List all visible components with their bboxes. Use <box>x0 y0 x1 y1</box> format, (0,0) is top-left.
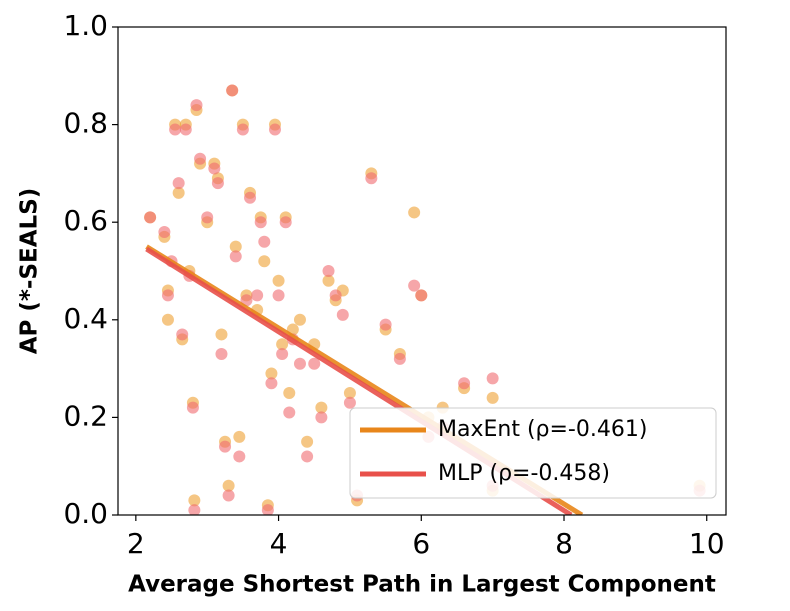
legend-label: MaxEnt (ρ=-0.461) <box>438 417 647 442</box>
point <box>393 352 406 365</box>
point <box>293 313 306 326</box>
point <box>244 191 257 204</box>
x-axis-label: Average Shortest Path in Largest Compone… <box>128 572 716 598</box>
point <box>265 367 278 380</box>
point <box>261 504 274 515</box>
point <box>308 357 321 370</box>
point <box>343 396 356 409</box>
point <box>283 406 296 419</box>
y-tick-label: 1.0 <box>63 9 108 42</box>
point <box>276 347 289 360</box>
point <box>215 347 228 360</box>
point <box>458 377 471 390</box>
point <box>415 289 428 302</box>
point <box>226 84 239 97</box>
point <box>293 357 306 370</box>
point <box>322 265 335 277</box>
x-tick-label: 8 <box>555 527 573 560</box>
point <box>408 279 421 292</box>
point <box>236 123 249 136</box>
point <box>233 450 246 463</box>
x-tick-label: 2 <box>127 527 145 560</box>
x-tick-label: 6 <box>412 527 430 560</box>
point <box>219 440 232 453</box>
y-tick-label: 0.8 <box>63 107 108 140</box>
point <box>279 216 292 229</box>
point <box>229 250 242 263</box>
point <box>322 274 335 287</box>
point <box>486 372 499 385</box>
point <box>201 211 214 224</box>
point <box>315 401 328 414</box>
point <box>258 255 271 268</box>
point <box>301 435 314 448</box>
point <box>329 289 342 302</box>
point <box>144 211 157 224</box>
point <box>301 450 314 463</box>
point <box>272 274 285 287</box>
point <box>265 377 278 390</box>
y-tick-label: 0.2 <box>63 399 108 432</box>
point <box>379 318 392 331</box>
legend-label: MLP (ρ=-0.458) <box>438 461 610 486</box>
point <box>211 177 224 190</box>
point <box>194 152 207 165</box>
y-tick-label: 0.6 <box>63 204 108 237</box>
y-tick-label: 0.0 <box>63 497 108 530</box>
point <box>208 162 221 175</box>
point <box>276 338 289 351</box>
point <box>272 289 285 302</box>
point <box>169 123 182 136</box>
point <box>336 308 349 321</box>
point <box>161 289 174 302</box>
point <box>186 401 199 414</box>
point <box>172 186 185 199</box>
point <box>365 172 378 185</box>
point <box>268 123 281 136</box>
point <box>179 123 192 136</box>
plot-frame <box>117 26 727 516</box>
point <box>486 391 499 404</box>
point <box>283 387 296 399</box>
y-tick-label: 0.4 <box>63 302 108 335</box>
point <box>240 294 253 307</box>
x-tick-label: 4 <box>270 527 288 560</box>
legend-box <box>349 407 717 499</box>
point <box>215 328 228 341</box>
point <box>315 411 328 424</box>
point <box>222 489 235 502</box>
point <box>158 225 171 238</box>
y-axis-label: AP (*-SEALS) <box>17 188 43 355</box>
point <box>229 240 242 253</box>
point <box>233 430 246 443</box>
point <box>188 494 201 507</box>
point <box>258 235 271 248</box>
point <box>161 313 174 326</box>
point <box>176 328 189 341</box>
point <box>408 206 421 219</box>
point <box>254 216 267 229</box>
point <box>251 289 264 302</box>
point <box>188 504 201 515</box>
point <box>343 387 356 399</box>
x-tick-label: 10 <box>689 527 725 560</box>
point <box>172 177 185 190</box>
point <box>222 479 235 492</box>
point <box>190 99 203 112</box>
